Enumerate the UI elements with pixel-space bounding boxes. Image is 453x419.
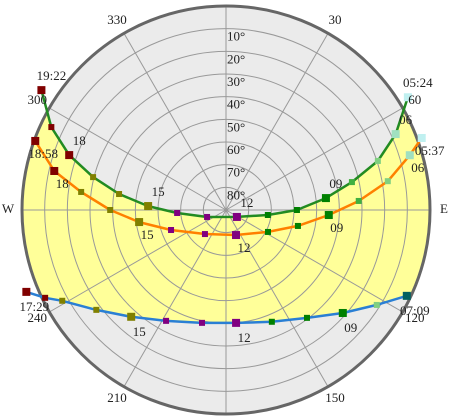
hour-marker [168, 227, 175, 234]
azimuth-line [225, 107, 403, 211]
label-layer: 10° 20° 30° 40° 50° 60° 70° 80° 30 60 E 120 150 210 24… [2, 12, 448, 405]
hour-label: 15 [133, 324, 146, 339]
altitude-label: 80° [227, 187, 245, 202]
hour-marker [90, 174, 97, 181]
hour-marker [48, 124, 55, 131]
altitude-label: 70° [227, 165, 245, 180]
azimuth-line [123, 209, 227, 387]
azimuth-line [225, 209, 403, 313]
hour-label: 17:29 [20, 299, 50, 314]
hour-marker [232, 231, 241, 240]
hour-marker [22, 287, 31, 296]
altitude-label: 10° [227, 29, 245, 44]
hour-marker [268, 318, 275, 325]
hour-marker [31, 136, 40, 145]
hour-label: 18 [73, 133, 86, 148]
hour-marker [93, 306, 100, 313]
hour-marker [127, 312, 136, 321]
hour-marker [59, 297, 66, 304]
hour-marker [373, 301, 380, 308]
hour-label: 12 [238, 330, 251, 345]
hour-marker [403, 93, 412, 102]
hour-label: 12 [240, 195, 253, 210]
hour-label: 19:22 [37, 68, 67, 83]
hour-marker [321, 194, 330, 203]
azimuth-line [225, 209, 329, 387]
azimuth-label: E [440, 201, 448, 216]
hour-label: 09 [344, 320, 357, 335]
hour-marker [264, 211, 271, 218]
daylight-area [22, 90, 430, 323]
hour-marker [174, 209, 181, 216]
hour-marker [293, 207, 300, 213]
hour-marker [384, 178, 391, 185]
azimuth-line [49, 209, 227, 313]
hour-marker [199, 319, 206, 326]
sun-path [40, 89, 410, 219]
azimuth-line [123, 33, 227, 211]
hour-marker [355, 197, 362, 204]
hour-marker [348, 179, 355, 186]
hour-label: 15 [152, 184, 165, 199]
hour-marker [50, 166, 59, 175]
hour-marker [201, 231, 208, 238]
hour-marker [116, 191, 123, 198]
hour-marker [42, 294, 49, 301]
hour-marker [232, 318, 241, 327]
hour-label: 18:58 [28, 146, 58, 161]
hour-label: 07:09 [400, 303, 430, 318]
hour-marker [163, 317, 170, 324]
hour-marker [338, 308, 347, 317]
hour-marker [417, 133, 426, 142]
hour-label: 18 [56, 176, 69, 191]
azimuth-label: 240 [27, 310, 47, 325]
altitude-label: 20° [227, 51, 245, 66]
altitude-label: 60° [227, 142, 245, 157]
hour-marker [37, 86, 46, 95]
plot-border [20, 4, 432, 416]
hour-label: 05:24 [403, 75, 433, 90]
altitude-label: 50° [227, 119, 245, 134]
hour-marker [405, 151, 414, 160]
altitude-label: 30° [227, 74, 245, 89]
hour-label: 15 [141, 227, 154, 242]
hour-label: 12 [238, 240, 251, 255]
azimuth-label: 120 [405, 310, 425, 325]
hour-label: 05:37 [415, 143, 445, 158]
hour-marker [232, 212, 241, 221]
curve-layer [22, 86, 426, 327]
hour-marker [264, 228, 271, 235]
azimuth-label: 150 [325, 390, 345, 405]
azimuth-line [225, 33, 329, 211]
daylight-fill [22, 90, 430, 323]
hour-marker [78, 188, 85, 195]
azimuth-label: 30 [329, 12, 342, 27]
hour-marker [135, 218, 144, 227]
hour-marker [294, 222, 301, 229]
hour-label: 06 [411, 160, 425, 175]
grid-layer [20, 4, 432, 416]
azimuth-label: 330 [107, 12, 127, 27]
hour-label: 09 [330, 220, 343, 235]
hour-marker [65, 151, 74, 160]
hour-marker [303, 314, 310, 321]
hour-marker [324, 211, 333, 220]
hour-marker [204, 213, 211, 220]
azimuth-line [49, 107, 227, 211]
hour-marker [402, 291, 411, 300]
azimuth-label: 300 [27, 92, 47, 107]
altitude-label: 40° [227, 97, 245, 112]
hour-marker [144, 202, 153, 211]
azimuth-label: 60 [408, 92, 421, 107]
hour-marker [107, 207, 114, 213]
hour-label: 09 [329, 176, 342, 191]
azimuth-label: 210 [107, 390, 127, 405]
azimuth-label: W [2, 201, 15, 216]
hour-label: 06 [399, 112, 413, 127]
hour-marker [374, 157, 381, 164]
hour-marker [391, 130, 400, 139]
